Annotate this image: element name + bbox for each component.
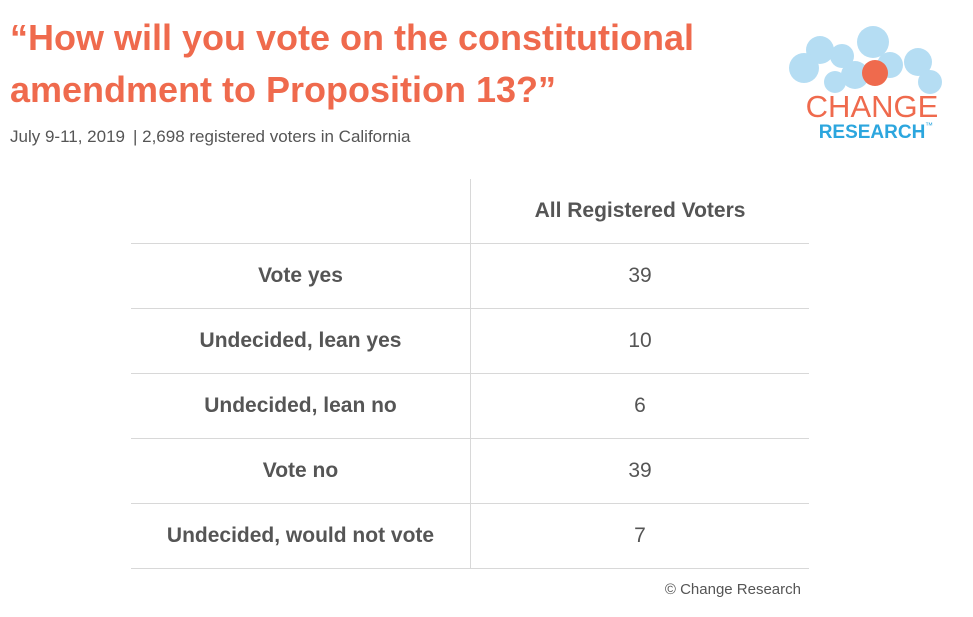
sample: | 2,698 registered voters in California <box>132 127 411 146</box>
row-label: Undecided, lean yes <box>131 308 471 374</box>
corner-cell <box>131 179 471 244</box>
value-cell: 39 <box>470 438 809 504</box>
logo-top: CHANGE <box>806 89 939 124</box>
logo-bottom: RESEARCH <box>819 122 926 143</box>
title-line: amendment to Proposition 13?” <box>10 69 557 110</box>
footer: © Change Research <box>664 581 801 598</box>
column-header: All Registered Voters <box>470 179 809 244</box>
logo-mark: ™ <box>925 121 933 130</box>
table: All Registered Voters Vote yes 39 Undecide… <box>131 179 809 569</box>
title: “How will you vote on the constitutional… <box>10 12 694 116</box>
date: July 9-11, 2019 <box>10 127 125 146</box>
header-row: All Registered Voters <box>131 179 809 244</box>
value-cell: 10 <box>470 308 809 374</box>
row-label: Vote yes <box>131 243 471 309</box>
row: Vote no 39 <box>131 438 809 504</box>
row-label: Undecided, lean no <box>131 373 471 439</box>
value-cell: 39 <box>470 243 809 309</box>
row-label: Undecided, would not vote <box>131 503 471 569</box>
logo-dot <box>862 60 888 86</box>
title-line: “How will you vote on the constitutional <box>10 17 694 58</box>
value-cell: 6 <box>470 373 809 439</box>
logo: CHANGE RESEARCH ™ <box>789 26 942 143</box>
row-label: Vote no <box>131 438 471 504</box>
row: Vote yes 39 <box>131 243 809 309</box>
subtitle: July 9-11, 2019 | 2,698 registered voters… <box>10 127 411 147</box>
row: Undecided, lean no 6 <box>131 373 809 439</box>
row: Undecided, lean yes 10 <box>131 308 809 374</box>
value-cell: 7 <box>470 503 809 569</box>
row: Undecided, would not vote 7 <box>131 503 809 569</box>
